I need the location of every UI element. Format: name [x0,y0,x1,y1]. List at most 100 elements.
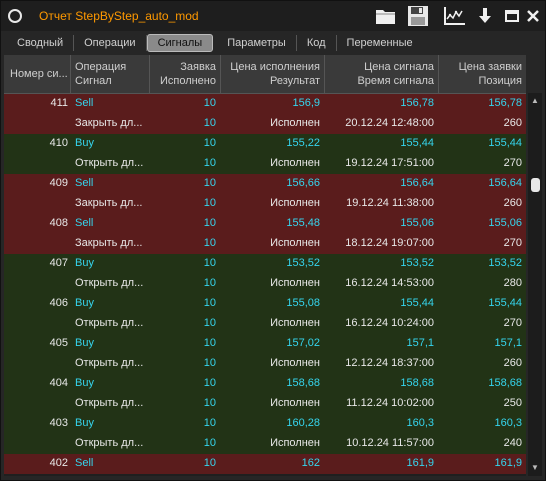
cell-order-price: 155,44 [488,137,522,149]
table-row[interactable]: Открыть дл... 10 Исполнен 10.12.24 11:57:00… [4,434,526,454]
download-icon[interactable] [478,6,492,26]
cell-order-price: 260 [503,357,522,369]
cell-operation: Открыть дл... [75,157,144,169]
cell-order-price: 157,1 [494,337,522,349]
cell-order-price: 158,68 [488,377,522,389]
tab-variables[interactable]: Переменные [346,37,413,49]
cell-order: 10 [203,397,216,409]
cell-exec-price: Исполнен [270,317,320,329]
table-row[interactable]: Закрыть дл... 10 Исполнен 18.12.24 19:07:00… [4,234,526,254]
cell-order-price: 280 [503,277,522,289]
table-row[interactable]: 407 Buy 10 153,52 153,52 153,52 [4,254,526,274]
header-number[interactable]: Номер си... [10,68,68,80]
cell-number: 407 [49,257,68,269]
tab-operations[interactable]: Операции [74,35,147,51]
table-row[interactable]: 406 Buy 10 155,08 155,44 155,44 [4,294,526,314]
cell-order: 10 [203,277,216,289]
cell-operation: Buy [75,137,94,149]
cell-order: 10 [203,237,216,249]
cell-number: 410 [49,137,68,149]
header-operation[interactable]: Операция Сигнал [75,61,127,87]
cell-operation: Sell [75,177,94,189]
scroll-up-icon[interactable]: ▲ [531,96,539,105]
cell-signal-price: 16.12.24 14:53:00 [345,277,434,289]
cell-operation: Sell [75,217,94,229]
table-row[interactable]: 405 Buy 10 157,02 157,1 157,1 [4,334,526,354]
tab-summary[interactable]: Сводный [7,35,75,51]
cell-signal-price: 161,9 [406,457,434,469]
cell-order: 10 [203,377,216,389]
scroll-thumb[interactable] [531,178,540,192]
cell-order-price: 270 [503,317,522,329]
tab-parameters[interactable]: Параметры [217,35,297,51]
table-row[interactable]: Открыть дл... 10 Исполнен 12.12.24 18:37:00… [4,354,526,374]
scroll-down-icon[interactable]: ▼ [531,463,539,472]
header-signal-price[interactable]: Цена сигнала Время сигнала [357,61,434,87]
cell-signal-price: 16.12.24 10:24:00 [345,317,434,329]
header-exec-price[interactable]: Цена исполнения Результат [230,61,320,87]
close-icon[interactable] [525,6,541,26]
cell-signal-price: 156,78 [400,97,434,109]
cell-order-price: 161,9 [494,457,522,469]
cell-order-price: 156,78 [488,97,522,109]
cell-order-price: 156,64 [488,177,522,189]
cell-number: 411 [50,97,68,109]
cell-signal-price: 160,3 [406,417,434,429]
cell-exec-price: Исполнен [270,277,320,289]
cell-signal-price: 19.12.24 17:51:00 [345,157,434,169]
cell-operation: Buy [75,257,94,269]
cell-exec-price: Исполнен [270,437,320,449]
table-row[interactable]: 404 Buy 10 158,68 158,68 158,68 [4,374,526,394]
maximize-icon[interactable] [504,6,520,26]
title-bar: Отчет StepByStep_auto_mod [1,1,545,31]
cell-exec-price: 158,68 [286,377,320,389]
save-icon[interactable] [407,6,429,26]
cell-order: 10 [203,437,216,449]
table-row[interactable]: 403 Buy 10 160,28 160,3 160,3 [4,414,526,434]
cell-order-price: 260 [503,197,522,209]
table-row[interactable]: Открыть дл... 10 Исполнен 11.12.24 10:02:00… [4,394,526,414]
tab-signals[interactable]: Сигналы [146,34,214,52]
table-row[interactable]: Открыть дл... 10 Исполнен 19.12.24 17:51:00… [4,154,526,174]
cell-number: 403 [49,417,68,429]
cell-signal-price: 12.12.24 18:37:00 [345,357,434,369]
table-row[interactable]: 408 Sell 10 155,48 155,06 155,06 [4,214,526,234]
app-logo-icon [8,9,22,23]
tab-code[interactable]: Код [297,35,337,51]
cell-exec-price: 155,22 [286,137,320,149]
cell-order: 10 [203,337,216,349]
cell-signal-price: 11.12.24 10:02:00 [346,397,434,409]
table-row[interactable]: Открыть дл... 10 Исполнен 16.12.24 14:53:00… [4,274,526,294]
cell-signal-price: 155,06 [400,217,434,229]
cell-order-price: 250 [503,397,522,409]
cell-exec-price: 155,48 [286,217,320,229]
folder-icon[interactable] [375,6,397,26]
cell-order: 10 [203,137,216,149]
header-order-price[interactable]: Цена заявки Позиция [458,61,522,87]
table-row[interactable]: 411 Sell 10 156,9 156,78 156,78 [4,94,526,114]
chart-icon[interactable] [443,6,467,26]
cell-order-price: 160,3 [494,417,522,429]
table-row[interactable]: Открыть дл... 10 Исполнен 16.12.24 10:24:00… [4,314,526,334]
vertical-scrollbar[interactable]: ▲ ▼ [528,93,542,476]
cell-signal-price: 158,68 [400,377,434,389]
cell-signal-price: 157,1 [406,337,434,349]
cell-exec-price: 156,9 [292,97,320,109]
cell-exec-price: 156,66 [286,177,320,189]
cell-order-price: 260 [503,117,522,129]
header-order[interactable]: Заявка Исполнено [159,61,216,87]
table-row[interactable]: Закрыть дл... 10 Исполнен 20.12.24 12:48:00… [4,114,526,134]
cell-exec-price: Исполнен [270,157,320,169]
table-row[interactable]: 409 Sell 10 156,66 156,64 156,64 [4,174,526,194]
cell-signal-price: 10.12.24 11:57:00 [346,437,434,449]
cell-number: 402 [49,457,68,469]
table-row[interactable]: 402 Sell 10 162 161,9 161,9 [4,454,526,474]
cell-order-price: 270 [503,237,522,249]
cell-exec-price: 160,28 [286,417,320,429]
table-row[interactable]: 410 Buy 10 155,22 155,44 155,44 [4,134,526,154]
table-row[interactable]: Закрыть дл... 10 Исполнен 19.12.24 11:38:00… [4,194,526,214]
cell-number: 409 [49,177,68,189]
cell-operation: Закрыть дл... [75,237,143,249]
cell-order: 10 [203,97,216,109]
